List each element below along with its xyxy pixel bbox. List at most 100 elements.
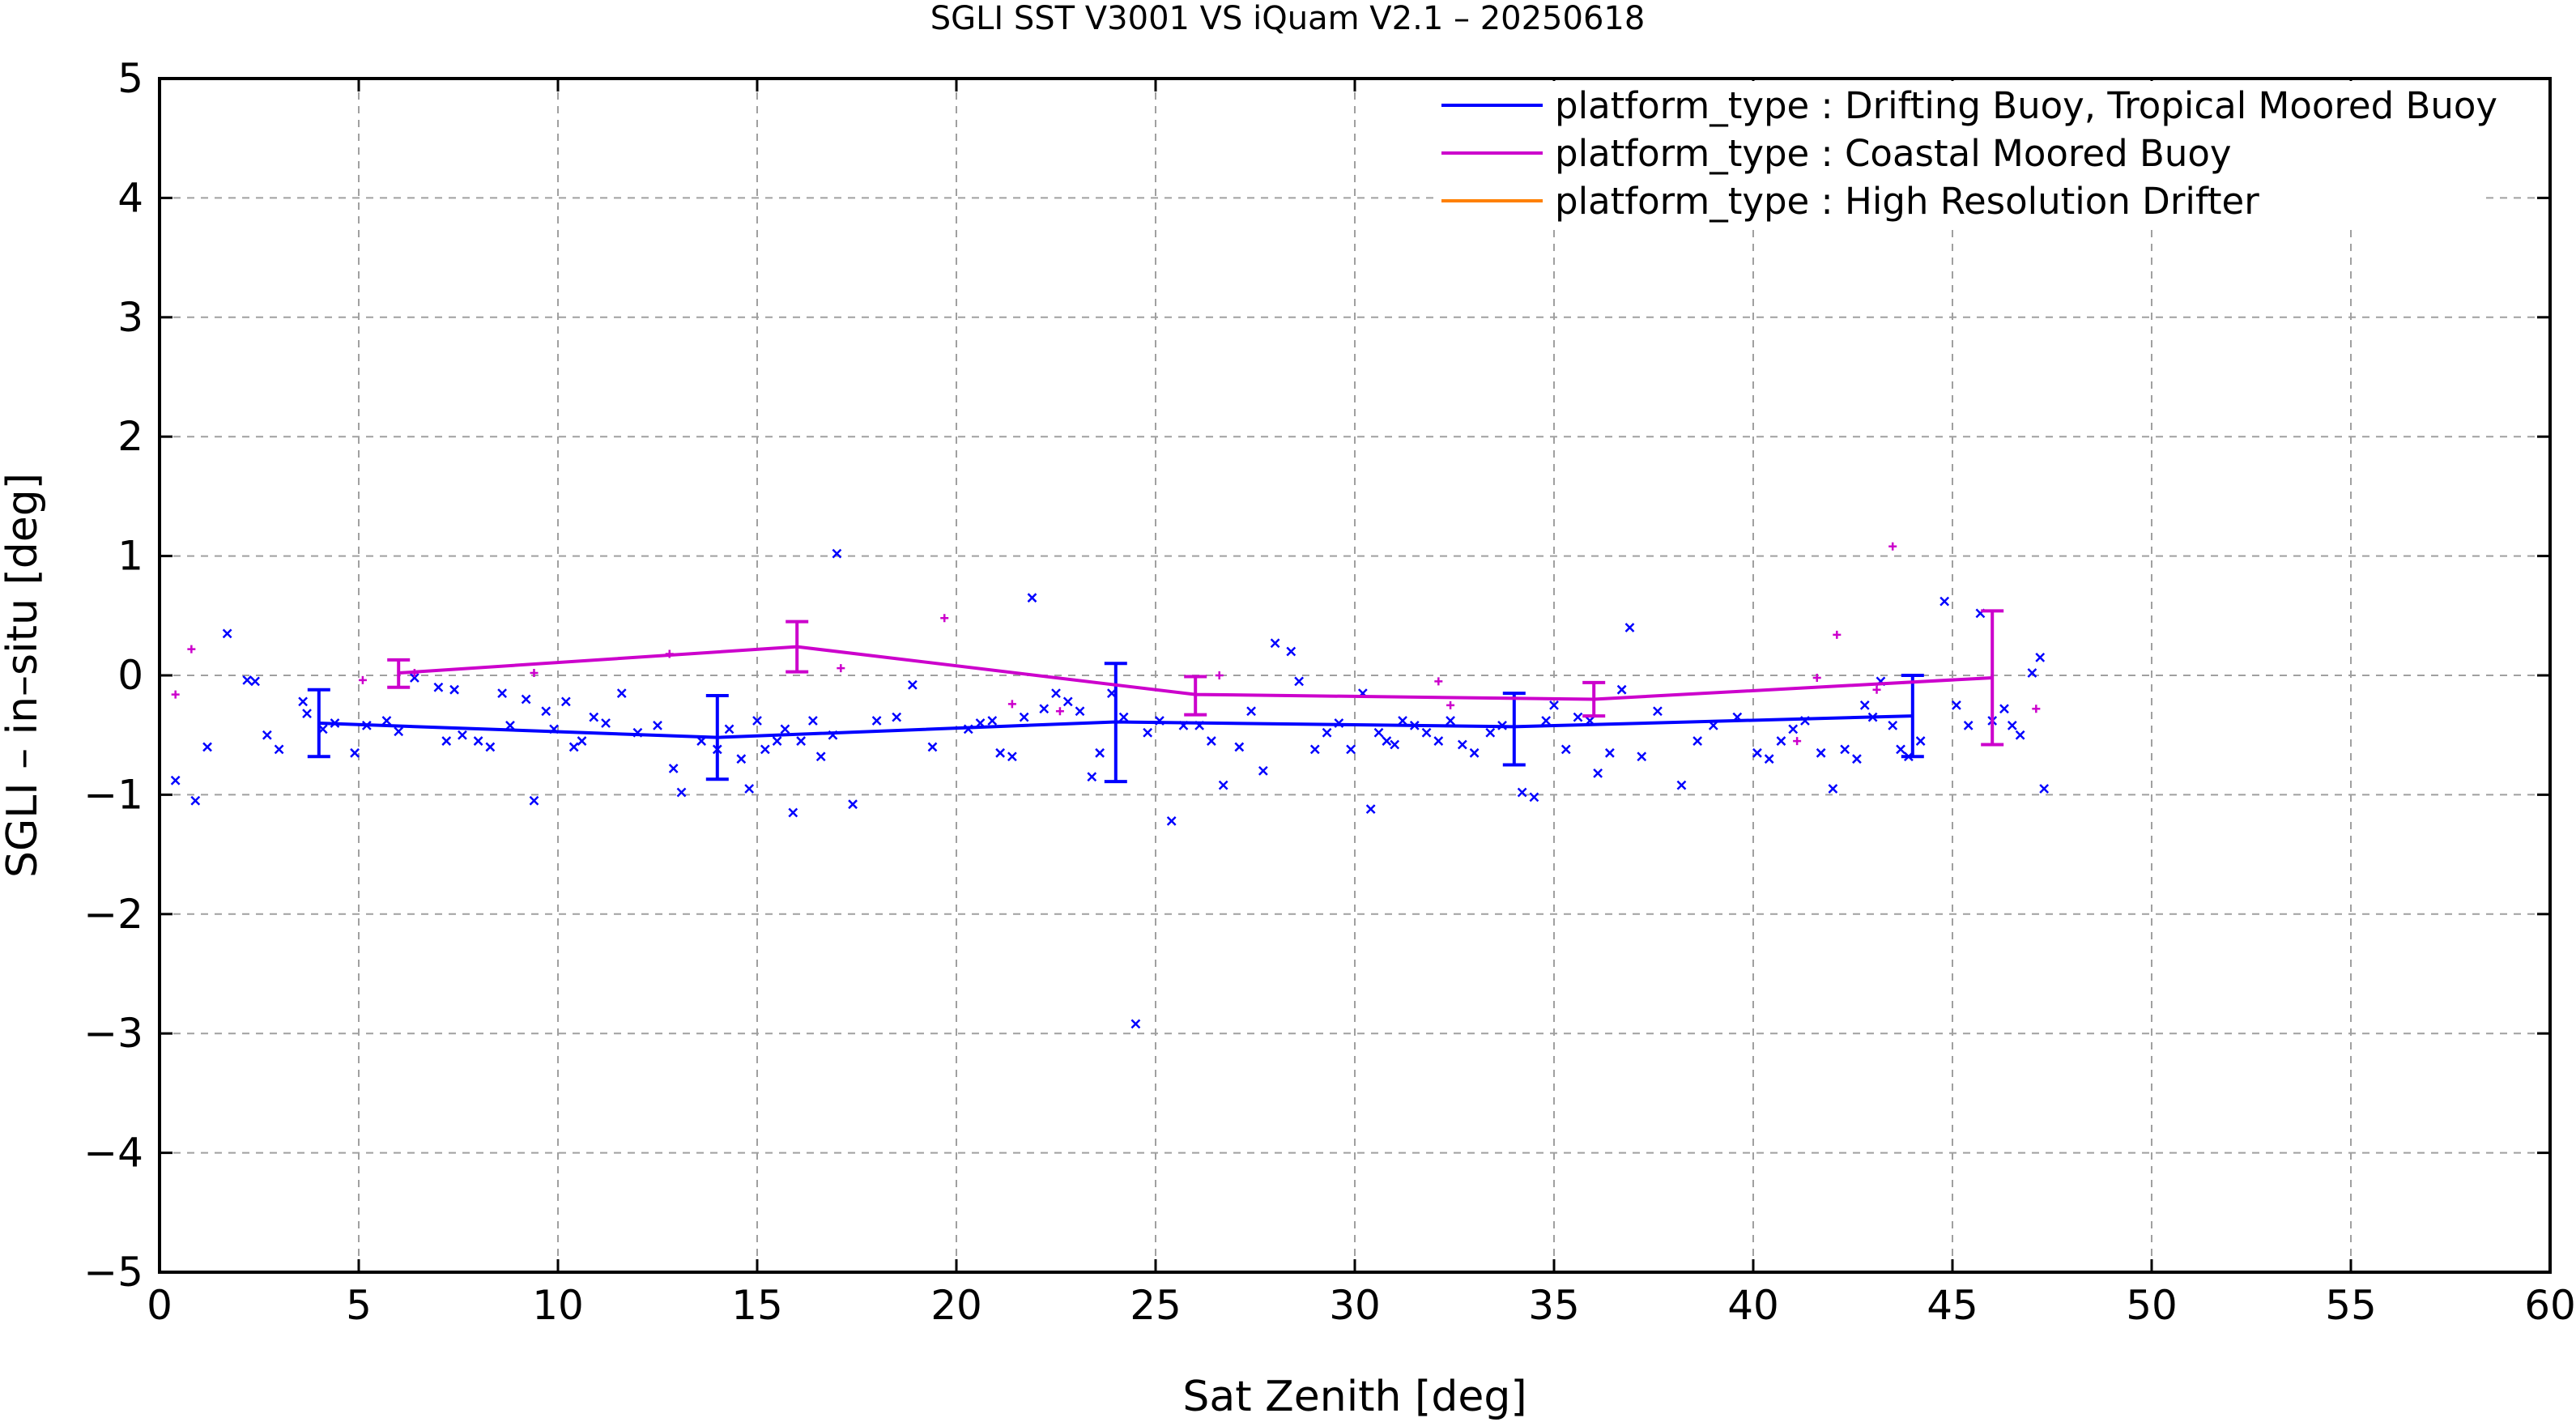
data-point [485, 742, 496, 752]
data-point [1062, 696, 1073, 707]
data-point [1963, 721, 1974, 730]
data-point [2007, 721, 2017, 730]
data-point [772, 736, 782, 746]
data-point [1793, 737, 1802, 746]
data-point [394, 726, 404, 737]
data-point [1446, 716, 1455, 726]
x-tick-label: 45 [1927, 1282, 1978, 1329]
data-point [1604, 747, 1615, 758]
data-point [1166, 815, 1177, 826]
data-point [616, 688, 627, 698]
y-tick-label: 1 [117, 533, 143, 580]
data-point [736, 754, 747, 764]
data-point [1286, 646, 1297, 657]
data-point [433, 682, 444, 692]
data-point [1776, 736, 1786, 746]
data-point [1270, 638, 1280, 649]
data-point [907, 679, 918, 690]
data-point [1952, 700, 1961, 710]
data-point [1872, 685, 1881, 694]
data-point [1840, 744, 1850, 755]
data-point [1309, 744, 1320, 755]
data-point [1816, 747, 1826, 758]
data-point [837, 664, 845, 673]
data-point [1561, 744, 1571, 755]
data-point [668, 764, 679, 773]
x-tick-label: 20 [930, 1282, 982, 1329]
data-point [1833, 630, 1842, 639]
grid [160, 79, 2550, 1272]
plot-frame [158, 77, 2552, 1274]
data-point [497, 688, 508, 698]
data-point [1421, 727, 1432, 738]
data-point [1529, 792, 1539, 803]
x-tick-label: 60 [2524, 1282, 2576, 1329]
y-tick-label: −2 [83, 891, 143, 938]
data-point [1019, 712, 1029, 722]
data-point [1087, 772, 1097, 782]
data-point [1541, 716, 1552, 726]
y-tick-label: 3 [117, 294, 143, 341]
data-point [1215, 671, 1224, 679]
data-point [541, 706, 551, 717]
y-axis-label: SGLI – in–situ [deg] [0, 473, 47, 878]
x-tick-label: 15 [731, 1282, 783, 1329]
y-tick-label: −4 [83, 1130, 143, 1177]
data-point [1788, 724, 1799, 734]
data-point [1130, 1019, 1141, 1029]
error-bar [786, 619, 809, 674]
data-point [1007, 700, 1016, 709]
data-point [1206, 736, 1216, 746]
error-bar [1104, 662, 1127, 784]
data-point [2015, 730, 2025, 740]
legend: platform_type : Drifting Buoy, Tropical … [1433, 81, 2497, 228]
data-point [1888, 721, 1898, 730]
data-point [927, 742, 938, 752]
data-point [940, 614, 949, 623]
y-tick-label: −1 [83, 771, 143, 818]
data-point [1653, 706, 1663, 717]
data-point [521, 694, 531, 705]
data-point [653, 721, 662, 730]
data-point [2027, 668, 2037, 678]
x-tick-label: 0 [147, 1282, 172, 1329]
legend-entry: platform_type : Coastal Moored Buoy [1555, 132, 2232, 175]
data-point [1896, 744, 1905, 755]
data-point [1055, 707, 1064, 716]
data-point [2039, 784, 2050, 794]
data-point [601, 718, 611, 728]
data-point [724, 724, 734, 734]
data-point [589, 712, 599, 722]
series [170, 542, 2050, 1029]
error-bar [1981, 609, 2004, 747]
chart-title: SGLI SST V3001 VS iQuam V2.1 – 20250618 [930, 0, 1646, 37]
data-point [1398, 716, 1407, 726]
data-point [1095, 747, 1105, 758]
data-point [2032, 705, 2041, 713]
data-point [222, 628, 232, 639]
data-point [505, 721, 515, 730]
y-tick-label: 0 [117, 652, 143, 699]
data-point [1373, 727, 1384, 738]
data-point [298, 696, 309, 707]
data-point [752, 716, 762, 726]
data-point [1433, 736, 1444, 746]
x-tick-label: 55 [2325, 1282, 2377, 1329]
data-point [1457, 739, 1467, 750]
x-axis-label: Sat Zenith [deg] [1182, 1373, 1526, 1421]
data-point [1593, 768, 1603, 778]
data-point [676, 787, 687, 798]
x-tick-label: 25 [1130, 1282, 1182, 1329]
data-point [171, 690, 180, 699]
data-point [1828, 784, 1838, 794]
data-point [1075, 706, 1085, 717]
data-point [202, 742, 212, 752]
data-point [760, 744, 770, 755]
data-point [458, 730, 467, 740]
x-tick-label: 35 [1528, 1282, 1580, 1329]
data-point [1637, 751, 1647, 762]
data-point [1051, 688, 1061, 698]
